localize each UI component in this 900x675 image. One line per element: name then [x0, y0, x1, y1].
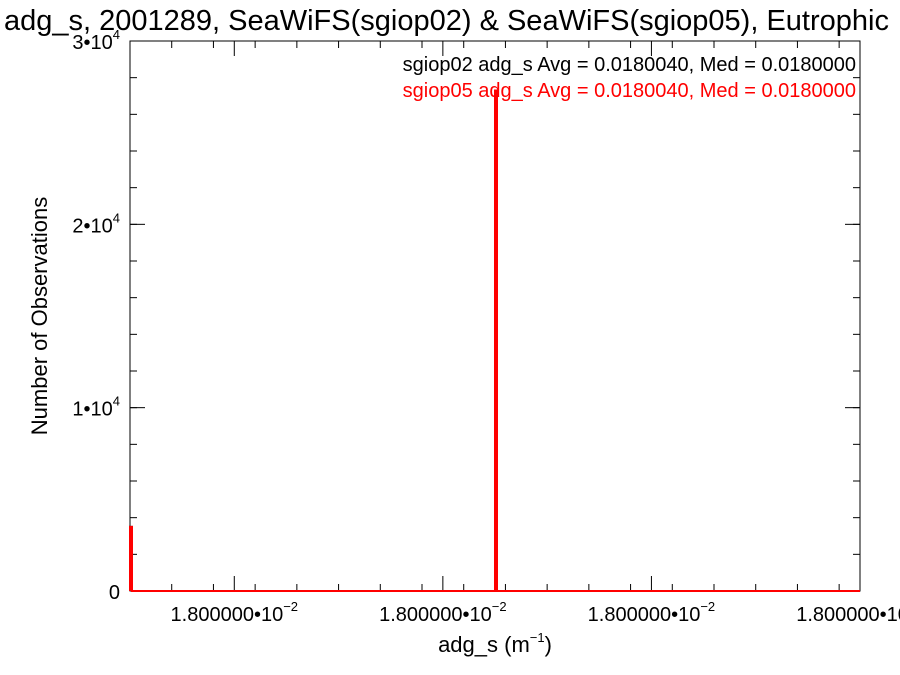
x-tick-label-mantissa: 1.800000•10 [796, 604, 900, 626]
x-tick-label-exponent: −2 [700, 599, 715, 614]
legend-entry-sgiop02: sgiop02 adg_s Avg = 0.0180040, Med = 0.0… [403, 54, 856, 76]
x-tick-label-mantissa: 1.800000•10 [379, 604, 492, 626]
y-tick-label-exponent: 4 [113, 210, 120, 225]
histogram-bar [130, 526, 132, 591]
y-tick-label-mantissa: 2•10 [72, 215, 112, 237]
x-axis-label-sup: −1 [530, 630, 545, 645]
x-tick-label: 1.800000•10−2 [796, 599, 900, 626]
histogram-bar [495, 90, 497, 591]
x-axis-label-tail: ) [545, 632, 552, 657]
x-tick-label: 1.800000•10−2 [379, 599, 507, 626]
legend-entry-sgiop05: sgiop05 adg_s Avg = 0.0180040, Med = 0.0… [403, 80, 856, 102]
y-tick-label: 3•104 [72, 27, 120, 54]
x-axis-label: adg_s (m−1) [438, 630, 552, 657]
chart-title: adg_s, 2001289, SeaWiFS(sgiop02) & SeaWi… [4, 5, 889, 37]
y-tick-label: 0 [109, 582, 120, 604]
y-tick-label-mantissa: 1•10 [72, 399, 112, 421]
y-tick-label-exponent: 4 [113, 394, 120, 409]
x-tick-label-exponent: −2 [492, 599, 507, 614]
x-tick-label-exponent: −2 [283, 599, 298, 614]
x-tick-label-mantissa: 1.800000•10 [588, 604, 701, 626]
x-axis-label-base: adg_s (m [438, 632, 530, 657]
x-tick-label: 1.800000•10−2 [588, 599, 716, 626]
y-axis-label: Number of Observations [27, 197, 52, 435]
y-tick-label-exponent: 4 [113, 27, 120, 42]
x-tick-label: 1.800000•10−2 [171, 599, 298, 626]
y-tick-label: 2•104 [72, 210, 120, 237]
x-tick-label-mantissa: 1.800000•10 [171, 604, 284, 626]
y-tick-label: 1•104 [72, 394, 120, 421]
y-tick-label-mantissa: 0 [109, 582, 120, 604]
legend: sgiop02 adg_s Avg = 0.0180040, Med = 0.0… [403, 54, 856, 102]
y-tick-label-mantissa: 3•10 [72, 32, 112, 54]
